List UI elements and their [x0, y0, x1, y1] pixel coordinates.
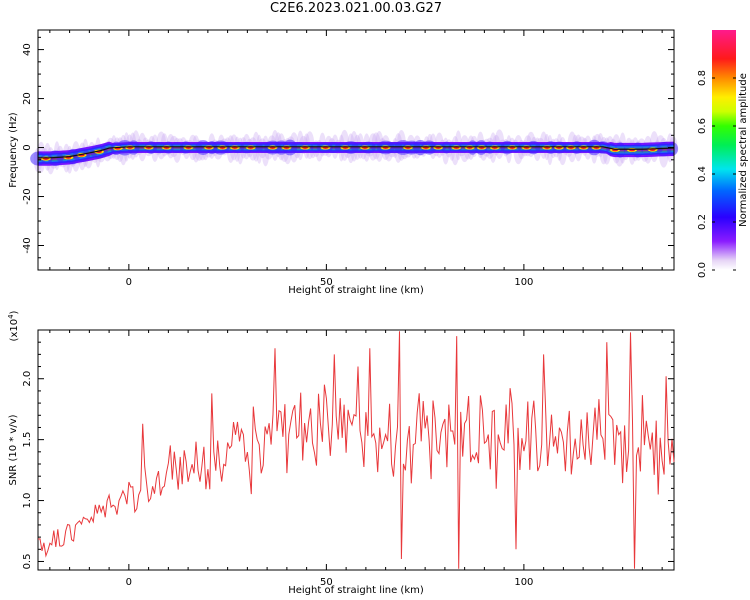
y-tick-label: -20 [22, 188, 33, 204]
x-tick-label: 50 [320, 277, 333, 288]
spectrogram-blob [152, 141, 168, 154]
y-tick-label: 2.0 [22, 371, 33, 387]
spectrogram-blob [632, 142, 643, 158]
snr-frame [37, 329, 675, 571]
colorbar-tick-label: 0.8 [697, 70, 708, 86]
y-tick-label: 0 [22, 144, 33, 150]
y-tick-label: 1.5 [22, 432, 33, 448]
snr-series-line [37, 331, 675, 569]
spectrogram-blob [526, 140, 541, 155]
colorbar-tick-label: 0.2 [697, 214, 708, 230]
spectrogram-y-ticks: -40 -20 0 20 40 [22, 36, 674, 271]
spectrogram-ridge-line [38, 146, 675, 159]
spectrogram-blob [170, 142, 184, 154]
colorbar-gradient [712, 30, 736, 270]
spectrogram-y-label: Frequency (Hz) [8, 112, 19, 188]
snr-x-label: Height of straight line (km) [288, 585, 424, 596]
colorbar-tick-label: 0.6 [697, 118, 708, 134]
colorbar-ticks: 0.0 0.2 0.4 0.6 0.8 [697, 70, 736, 278]
snr-panel: 0 50 100 0.5 1.0 1.5 2.0 Height of straight l… [7, 310, 675, 596]
snr-y-ticks: 0.5 1.0 1.5 2.0 [22, 341, 674, 570]
snr-y-label: SNR (10 * v/v) [8, 414, 19, 485]
x-tick-label: 100 [514, 277, 533, 288]
spectrogram-blob [615, 142, 626, 158]
spectrogram-blob [441, 141, 452, 154]
x-tick-label: 0 [126, 277, 132, 288]
x-tick-label: 50 [320, 577, 333, 588]
spectrogram-x-label: Height of straight line (km) [288, 285, 424, 296]
y-tick-label: 40 [22, 43, 33, 56]
snr-y-scale: (x104) [7, 310, 20, 341]
chart-title: C2E6.2023.021.00.03.G27 [269, 1, 443, 16]
colorbar-label: Normalized spectral amplitude [738, 73, 749, 227]
spectrogram-band [30, 129, 679, 175]
colorbar-tick-label: 0.4 [697, 166, 708, 182]
y-tick-label: 0.5 [22, 554, 33, 570]
snr-x-ticks: 0 50 100 [49, 330, 663, 588]
y-tick-label: 20 [22, 92, 33, 105]
x-tick-label: 100 [514, 577, 533, 588]
spectrogram-panel: 0 50 100 -40 -20 0 20 40 Height of straight li… [8, 29, 679, 296]
spectrogram-frame [37, 29, 675, 271]
x-tick-label: 0 [126, 577, 132, 588]
spectrogram-x-ticks: 0 50 100 [49, 30, 663, 288]
spectrogram-blob [195, 140, 211, 155]
spectrogram-blob [656, 142, 672, 157]
spectrogram-blob [666, 142, 679, 156]
colorbar: 0.0 0.2 0.4 0.6 0.8 Normalized spectral ampl… [697, 30, 749, 278]
y-tick-label: 1.0 [22, 493, 33, 509]
colorbar-tick-label: 0.0 [697, 262, 708, 278]
y-tick-label: -40 [22, 237, 33, 253]
